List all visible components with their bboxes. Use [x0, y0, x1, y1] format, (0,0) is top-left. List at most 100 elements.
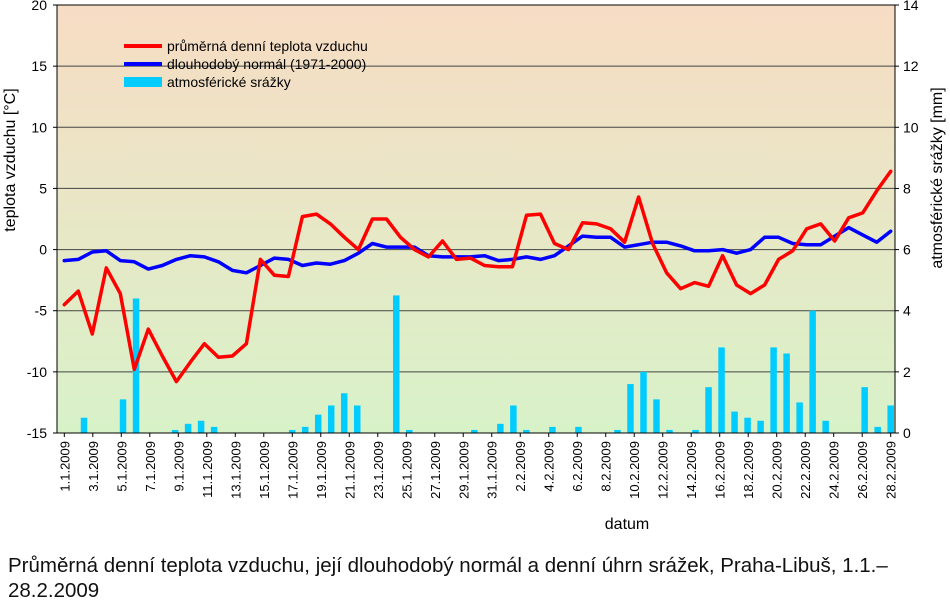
legend-temp-label: průměrná denní teplota vzduchu: [167, 38, 368, 54]
right-tick-label: 8: [903, 180, 911, 196]
normal-series: [62, 225, 893, 275]
normal-point: [91, 251, 94, 253]
temperature-point: [371, 218, 374, 220]
normal-point: [735, 252, 738, 254]
x-axis-ticks: 1.1.2009 3.1.2009 5.1.2009 7.1.2009 9.1.2009…: [57, 433, 899, 499]
temperature-point: [693, 281, 696, 284]
normal-point: [105, 250, 108, 252]
x-tick-label: 13.1.2009: [228, 441, 243, 499]
temperature-point: [847, 217, 850, 219]
normal-point: [245, 272, 248, 274]
precip-bar: [288, 429, 296, 433]
precip-bar: [393, 295, 400, 433]
temperature-point: [105, 267, 108, 269]
normal-point: [175, 258, 178, 261]
normal-point: [791, 242, 794, 245]
temperature-point: [777, 258, 780, 261]
precip-bar: [822, 420, 829, 433]
temperature-point: [259, 258, 262, 261]
x-tick-label: 22.2.2009: [798, 441, 813, 499]
temperature-point: [77, 290, 80, 292]
right-tick-label: 10: [903, 119, 919, 135]
precip-bar: [861, 387, 868, 433]
temperature-point: [721, 254, 724, 257]
temperature-point: [581, 221, 584, 224]
plot-frame: [56, 4, 896, 434]
normal-point: [581, 235, 584, 237]
x-tick-label: 19.1.2009: [314, 441, 329, 499]
normal-point: [623, 246, 626, 248]
precip-bar: [653, 399, 660, 433]
left-axis-ticks: -15 -10 -5 0 5 10 15 20: [27, 0, 57, 441]
temperature-point: [861, 212, 864, 214]
temperature-point: [399, 236, 402, 239]
temperature-line: [62, 169, 893, 384]
normal-point: [861, 234, 864, 236]
x-tick-label: 18.2.2009: [741, 441, 756, 499]
temperature-series: [62, 169, 893, 384]
temperature-point: [651, 242, 654, 245]
temperature-point: [273, 274, 276, 277]
temperature-point: [707, 285, 710, 288]
precip-bar: [887, 405, 894, 433]
left-tick-label: 15: [31, 58, 47, 74]
normal-point: [203, 256, 206, 258]
left-tick-label: 20: [31, 0, 47, 13]
precip-bar: [796, 402, 803, 433]
x-tick-label: 3.1.2009: [86, 441, 101, 492]
normal-point: [343, 259, 346, 262]
normal-point: [693, 250, 696, 252]
precip-bar: [510, 405, 517, 433]
temperature-point: [623, 241, 626, 243]
legend-precip-label: atmosférické srážky: [167, 74, 291, 90]
precip-bar: [692, 429, 699, 433]
right-tick-label: 2: [903, 364, 911, 380]
precip-bar: [614, 429, 621, 433]
temperature-point: [385, 218, 388, 220]
normal-point: [553, 254, 556, 257]
normal-point: [483, 254, 486, 257]
precip-bar: [718, 347, 725, 433]
precip-bar: [353, 405, 361, 433]
normal-point: [875, 241, 878, 243]
temperature-point: [217, 356, 220, 359]
temperature-point: [329, 223, 332, 225]
normal-point: [847, 226, 850, 229]
precip-bar: [783, 353, 790, 433]
temperature-point: [119, 292, 122, 295]
temperature-point: [357, 248, 360, 251]
precip-bar: [327, 405, 335, 433]
precip-bar: [171, 429, 179, 433]
precip-bar: [497, 423, 504, 433]
precip-bar: [705, 387, 712, 433]
normal-point: [399, 246, 402, 248]
x-tick-label: 26.2.2009: [855, 441, 870, 499]
precip-bar: [80, 417, 88, 433]
precip-bar: [340, 393, 348, 433]
x-tick-label: 6.2.2009: [570, 441, 585, 492]
chart: -15 -10 -5 0 5 10 15 20 0 2 4 6 8 10 12 14 1.1.2009 3.1…: [2, 0, 946, 533]
x-tick-label: 24.2.2009: [827, 441, 842, 499]
right-axis-label: atmosférické srážky [mm]: [929, 87, 946, 268]
normal-point: [637, 243, 640, 246]
precip-bar: [666, 429, 673, 433]
normal-point: [161, 264, 164, 267]
temperature-point: [441, 240, 444, 242]
temperature-point: [91, 333, 94, 335]
temperature-point: [413, 248, 416, 251]
x-tick-label: 1.1.2009: [57, 441, 72, 492]
normal-point: [357, 252, 360, 254]
normal-point: [805, 243, 808, 246]
caption: Průměrná denní teplota vzduchu, její dlo…: [8, 554, 888, 602]
right-tick-label: 6: [903, 242, 911, 258]
temperature-point: [483, 264, 486, 267]
precip-bar: [406, 429, 413, 433]
normal-point: [833, 235, 836, 237]
normal-point: [119, 259, 122, 262]
temperature-point: [315, 213, 318, 215]
x-tick-label: 14.2.2009: [684, 441, 699, 499]
normal-point: [273, 257, 276, 259]
temperature-point: [819, 223, 822, 225]
right-tick-label: 14: [903, 0, 919, 13]
x-tick-label: 5.1.2009: [114, 441, 129, 492]
